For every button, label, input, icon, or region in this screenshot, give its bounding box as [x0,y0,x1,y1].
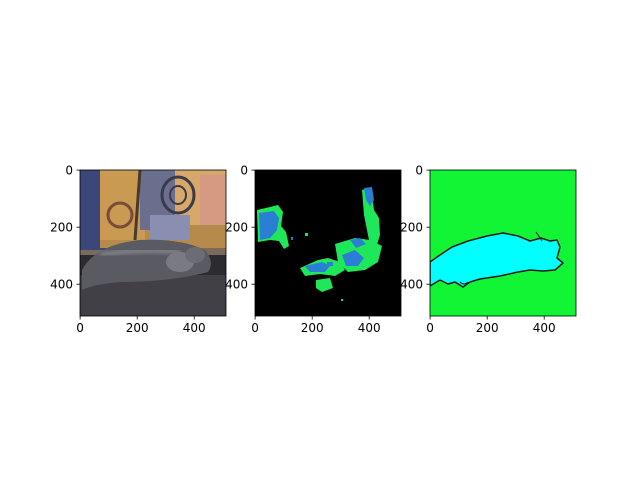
panel-ground-truth-mask: 0 200 400 0 200 400 [400,164,577,335]
panel1-xtick-2: 400 [183,321,206,335]
photo-image [80,170,226,316]
panel1-ytick-0: 0 [65,164,73,178]
panel1-xtick-1: 200 [126,321,149,335]
panel3-xtick-2: 400 [533,321,556,335]
panel1-xtick-0: 0 [76,321,84,335]
panel-predicted-mask: 0 200 400 0 200 400 [225,164,402,335]
panel2-ytick-2: 400 [225,278,248,292]
panel3-ytick-2: 400 [400,278,423,292]
panel3-ytick-0: 0 [415,164,423,178]
panel3-xtick-1: 200 [476,321,499,335]
panel2-ytick-1: 200 [225,221,248,235]
panel2-xtick-1: 200 [301,321,324,335]
panel2-xtick-0: 0 [251,321,259,335]
prediction-image [255,170,401,316]
panel-input-photo: 0 200 400 0 200 400 [50,164,227,335]
ground-truth-image [430,170,576,316]
panel2-xtick-2: 400 [358,321,381,335]
panel1-ytick-2: 400 [50,278,73,292]
panel2-ytick-0: 0 [240,164,248,178]
panel1-ytick-1: 200 [50,221,73,235]
panel3-ytick-1: 200 [400,221,423,235]
panel3-xtick-0: 0 [426,321,434,335]
